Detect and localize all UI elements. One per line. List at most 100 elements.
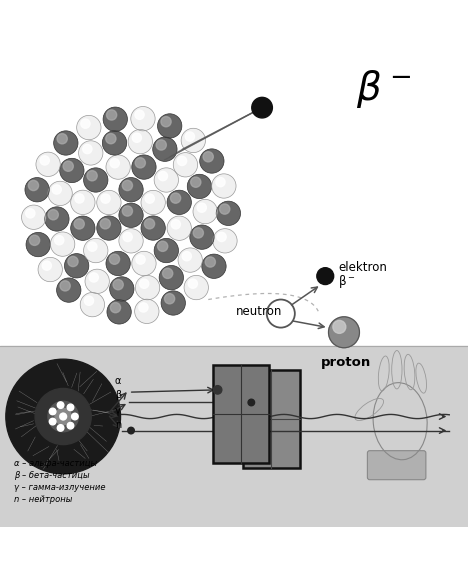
Text: γ: γ bbox=[115, 405, 121, 415]
Circle shape bbox=[171, 220, 181, 229]
Circle shape bbox=[22, 205, 46, 229]
Circle shape bbox=[158, 241, 168, 252]
Circle shape bbox=[158, 171, 168, 181]
Circle shape bbox=[119, 203, 143, 228]
Circle shape bbox=[167, 216, 191, 240]
Circle shape bbox=[71, 190, 95, 215]
Text: proton: proton bbox=[321, 356, 372, 369]
Ellipse shape bbox=[6, 359, 121, 474]
Circle shape bbox=[145, 219, 154, 229]
Circle shape bbox=[132, 252, 156, 276]
Circle shape bbox=[57, 133, 67, 144]
Circle shape bbox=[187, 174, 212, 198]
Ellipse shape bbox=[60, 413, 67, 420]
Circle shape bbox=[67, 404, 74, 411]
Circle shape bbox=[60, 281, 70, 291]
Circle shape bbox=[153, 137, 177, 161]
Circle shape bbox=[182, 252, 191, 261]
Circle shape bbox=[177, 156, 187, 166]
Circle shape bbox=[154, 168, 178, 192]
Circle shape bbox=[72, 413, 78, 420]
Circle shape bbox=[219, 204, 230, 214]
Circle shape bbox=[113, 280, 123, 290]
Circle shape bbox=[161, 116, 171, 127]
Circle shape bbox=[119, 229, 143, 253]
Circle shape bbox=[131, 106, 155, 131]
Circle shape bbox=[181, 128, 205, 153]
Circle shape bbox=[164, 294, 175, 304]
Circle shape bbox=[317, 268, 334, 284]
Text: n: n bbox=[115, 419, 121, 429]
Circle shape bbox=[154, 239, 178, 263]
Circle shape bbox=[49, 418, 56, 425]
Circle shape bbox=[136, 255, 145, 264]
Circle shape bbox=[212, 174, 236, 198]
Circle shape bbox=[135, 299, 159, 324]
Circle shape bbox=[213, 386, 222, 394]
Circle shape bbox=[57, 425, 64, 431]
Bar bbox=[213, 365, 269, 463]
Ellipse shape bbox=[392, 350, 402, 389]
Circle shape bbox=[63, 161, 73, 171]
Circle shape bbox=[103, 107, 127, 132]
Circle shape bbox=[55, 236, 64, 245]
Ellipse shape bbox=[416, 363, 426, 393]
Circle shape bbox=[45, 207, 69, 231]
Circle shape bbox=[68, 256, 78, 267]
Circle shape bbox=[77, 115, 101, 140]
Circle shape bbox=[135, 158, 146, 168]
Ellipse shape bbox=[404, 355, 415, 390]
Circle shape bbox=[252, 97, 272, 118]
Circle shape bbox=[88, 242, 97, 252]
Circle shape bbox=[107, 300, 132, 324]
Circle shape bbox=[36, 152, 60, 177]
Text: γ – гамма-излучение: γ – гамма-излучение bbox=[14, 483, 106, 492]
Circle shape bbox=[205, 257, 215, 267]
Circle shape bbox=[213, 229, 237, 253]
Text: β$^-$: β$^-$ bbox=[338, 273, 356, 290]
Circle shape bbox=[110, 277, 134, 301]
Ellipse shape bbox=[373, 383, 427, 460]
Circle shape bbox=[139, 279, 149, 288]
Circle shape bbox=[97, 216, 121, 240]
Circle shape bbox=[48, 209, 58, 220]
Circle shape bbox=[185, 132, 195, 141]
Circle shape bbox=[65, 254, 89, 278]
Circle shape bbox=[184, 276, 208, 300]
Circle shape bbox=[60, 159, 84, 183]
Circle shape bbox=[167, 190, 191, 215]
Circle shape bbox=[83, 144, 92, 154]
Circle shape bbox=[87, 171, 97, 181]
Circle shape bbox=[60, 413, 66, 420]
Circle shape bbox=[139, 303, 148, 312]
Circle shape bbox=[51, 232, 75, 256]
Bar bbox=[0, 346, 468, 526]
Circle shape bbox=[132, 133, 141, 142]
Circle shape bbox=[145, 194, 154, 203]
Circle shape bbox=[329, 317, 359, 347]
Circle shape bbox=[132, 155, 156, 179]
Circle shape bbox=[190, 225, 214, 249]
Circle shape bbox=[173, 153, 197, 177]
Circle shape bbox=[267, 300, 295, 328]
Circle shape bbox=[106, 133, 116, 144]
Circle shape bbox=[89, 273, 98, 282]
Circle shape bbox=[57, 278, 81, 302]
Circle shape bbox=[190, 177, 201, 187]
Circle shape bbox=[29, 180, 38, 191]
Circle shape bbox=[107, 110, 117, 120]
Circle shape bbox=[119, 178, 143, 202]
Circle shape bbox=[248, 399, 255, 406]
Circle shape bbox=[84, 168, 108, 192]
Circle shape bbox=[123, 232, 132, 242]
Circle shape bbox=[188, 279, 197, 288]
Circle shape bbox=[158, 113, 182, 138]
Circle shape bbox=[84, 296, 94, 305]
Circle shape bbox=[122, 180, 132, 191]
Circle shape bbox=[54, 131, 78, 155]
Circle shape bbox=[122, 206, 132, 216]
Circle shape bbox=[100, 219, 110, 229]
Circle shape bbox=[26, 209, 35, 218]
Ellipse shape bbox=[355, 398, 384, 421]
Text: n – нейтроны: n – нейтроны bbox=[14, 495, 73, 504]
